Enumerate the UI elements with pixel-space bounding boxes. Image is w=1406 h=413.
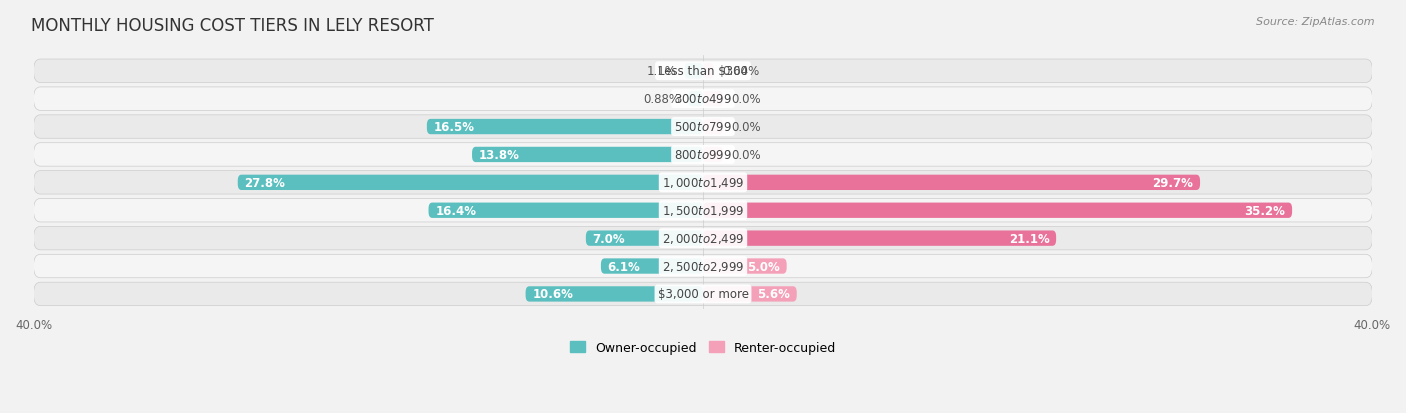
Text: 10.6%: 10.6% xyxy=(533,288,574,301)
Text: $3,000 or more: $3,000 or more xyxy=(658,288,748,301)
FancyBboxPatch shape xyxy=(703,231,1056,246)
Text: 16.5%: 16.5% xyxy=(433,121,475,134)
Text: Source: ZipAtlas.com: Source: ZipAtlas.com xyxy=(1257,17,1375,26)
FancyBboxPatch shape xyxy=(703,120,723,135)
FancyBboxPatch shape xyxy=(526,287,703,302)
FancyBboxPatch shape xyxy=(703,147,723,163)
FancyBboxPatch shape xyxy=(600,259,703,274)
Text: 6.1%: 6.1% xyxy=(607,260,640,273)
Text: Less than $300: Less than $300 xyxy=(658,65,748,78)
Text: $1,500 to $1,999: $1,500 to $1,999 xyxy=(662,204,744,218)
Text: 5.0%: 5.0% xyxy=(747,260,780,273)
Text: 7.0%: 7.0% xyxy=(592,232,626,245)
Text: 13.8%: 13.8% xyxy=(478,149,520,161)
FancyBboxPatch shape xyxy=(685,64,703,79)
Text: $2,500 to $2,999: $2,500 to $2,999 xyxy=(662,259,744,273)
Text: 0.88%: 0.88% xyxy=(643,93,681,106)
Text: 0.64%: 0.64% xyxy=(723,65,759,78)
Text: $2,000 to $2,499: $2,000 to $2,499 xyxy=(662,232,744,246)
FancyBboxPatch shape xyxy=(427,120,703,135)
Text: $1,000 to $1,499: $1,000 to $1,499 xyxy=(662,176,744,190)
Text: 0.0%: 0.0% xyxy=(731,93,761,106)
Legend: Owner-occupied, Renter-occupied: Owner-occupied, Renter-occupied xyxy=(565,336,841,359)
Text: $300 to $499: $300 to $499 xyxy=(673,93,733,106)
FancyBboxPatch shape xyxy=(703,203,1292,218)
Text: $800 to $999: $800 to $999 xyxy=(673,149,733,161)
FancyBboxPatch shape xyxy=(34,60,1372,83)
Text: 16.4%: 16.4% xyxy=(436,204,477,217)
FancyBboxPatch shape xyxy=(34,171,1372,195)
FancyBboxPatch shape xyxy=(703,92,723,107)
FancyBboxPatch shape xyxy=(703,287,797,302)
Text: 1.1%: 1.1% xyxy=(647,65,676,78)
FancyBboxPatch shape xyxy=(689,92,703,107)
FancyBboxPatch shape xyxy=(429,203,703,218)
FancyBboxPatch shape xyxy=(34,143,1372,167)
FancyBboxPatch shape xyxy=(238,175,703,190)
Text: 0.0%: 0.0% xyxy=(731,149,761,161)
FancyBboxPatch shape xyxy=(703,64,714,79)
Text: 5.6%: 5.6% xyxy=(758,288,790,301)
Text: 35.2%: 35.2% xyxy=(1244,204,1285,217)
Text: $500 to $799: $500 to $799 xyxy=(673,121,733,134)
FancyBboxPatch shape xyxy=(34,227,1372,250)
Text: 27.8%: 27.8% xyxy=(245,176,285,190)
FancyBboxPatch shape xyxy=(472,147,703,163)
FancyBboxPatch shape xyxy=(586,231,703,246)
FancyBboxPatch shape xyxy=(703,259,787,274)
FancyBboxPatch shape xyxy=(34,282,1372,306)
Text: 29.7%: 29.7% xyxy=(1153,176,1194,190)
FancyBboxPatch shape xyxy=(34,199,1372,223)
Text: 0.0%: 0.0% xyxy=(731,121,761,134)
FancyBboxPatch shape xyxy=(34,116,1372,139)
Text: MONTHLY HOUSING COST TIERS IN LELY RESORT: MONTHLY HOUSING COST TIERS IN LELY RESOR… xyxy=(31,17,434,34)
FancyBboxPatch shape xyxy=(34,88,1372,111)
Text: 21.1%: 21.1% xyxy=(1008,232,1049,245)
FancyBboxPatch shape xyxy=(34,255,1372,278)
FancyBboxPatch shape xyxy=(703,175,1201,190)
